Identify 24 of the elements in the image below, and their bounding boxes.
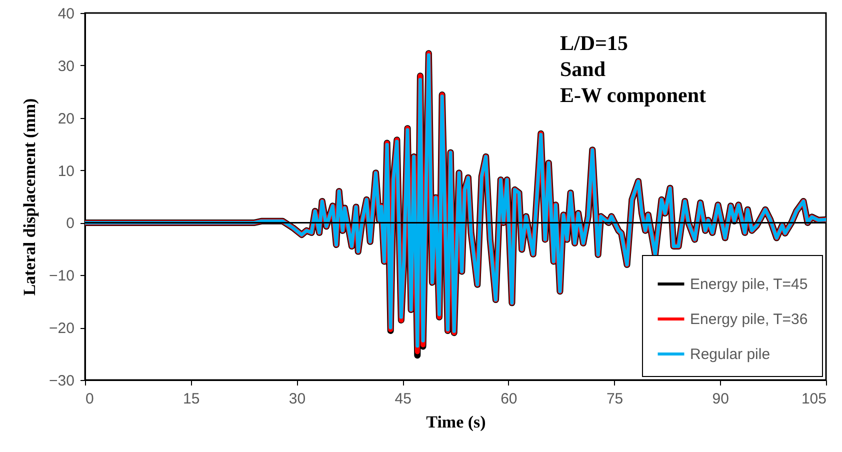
y-tick-label: −20 [49,320,74,338]
x-tick-label: 30 [288,390,306,408]
y-tick-label: 30 [58,58,74,75]
legend-label: Energy pile, T=36 [690,311,808,328]
x-tick-label: 45 [394,390,412,408]
y-tick-label: 10 [58,162,74,180]
annotation: L/D=15 [560,31,628,55]
y-axis-title: Lateral displacement (mm) [20,98,40,296]
y-tick-label: 20 [58,110,74,128]
x-tick-label: 0 [86,390,94,408]
y-tick-label: −10 [49,268,74,285]
y-tick-label: 40 [58,6,74,22]
annotation: Sand [560,57,606,81]
x-tick-label: 60 [500,390,518,408]
x-tick-label: 15 [183,390,200,408]
y-tick-label: 0 [66,215,74,232]
annotation: E-W component [560,83,706,107]
x-tick-label: 90 [712,390,729,408]
x-tick-label: 75 [606,390,624,408]
legend-label: Regular pile [690,346,770,363]
legend-label: Energy pile, T=45 [690,276,808,293]
x-axis-title: Time (s) [426,412,486,432]
y-tick-label: −30 [49,372,74,390]
x-tick-label: 105 [801,390,826,408]
